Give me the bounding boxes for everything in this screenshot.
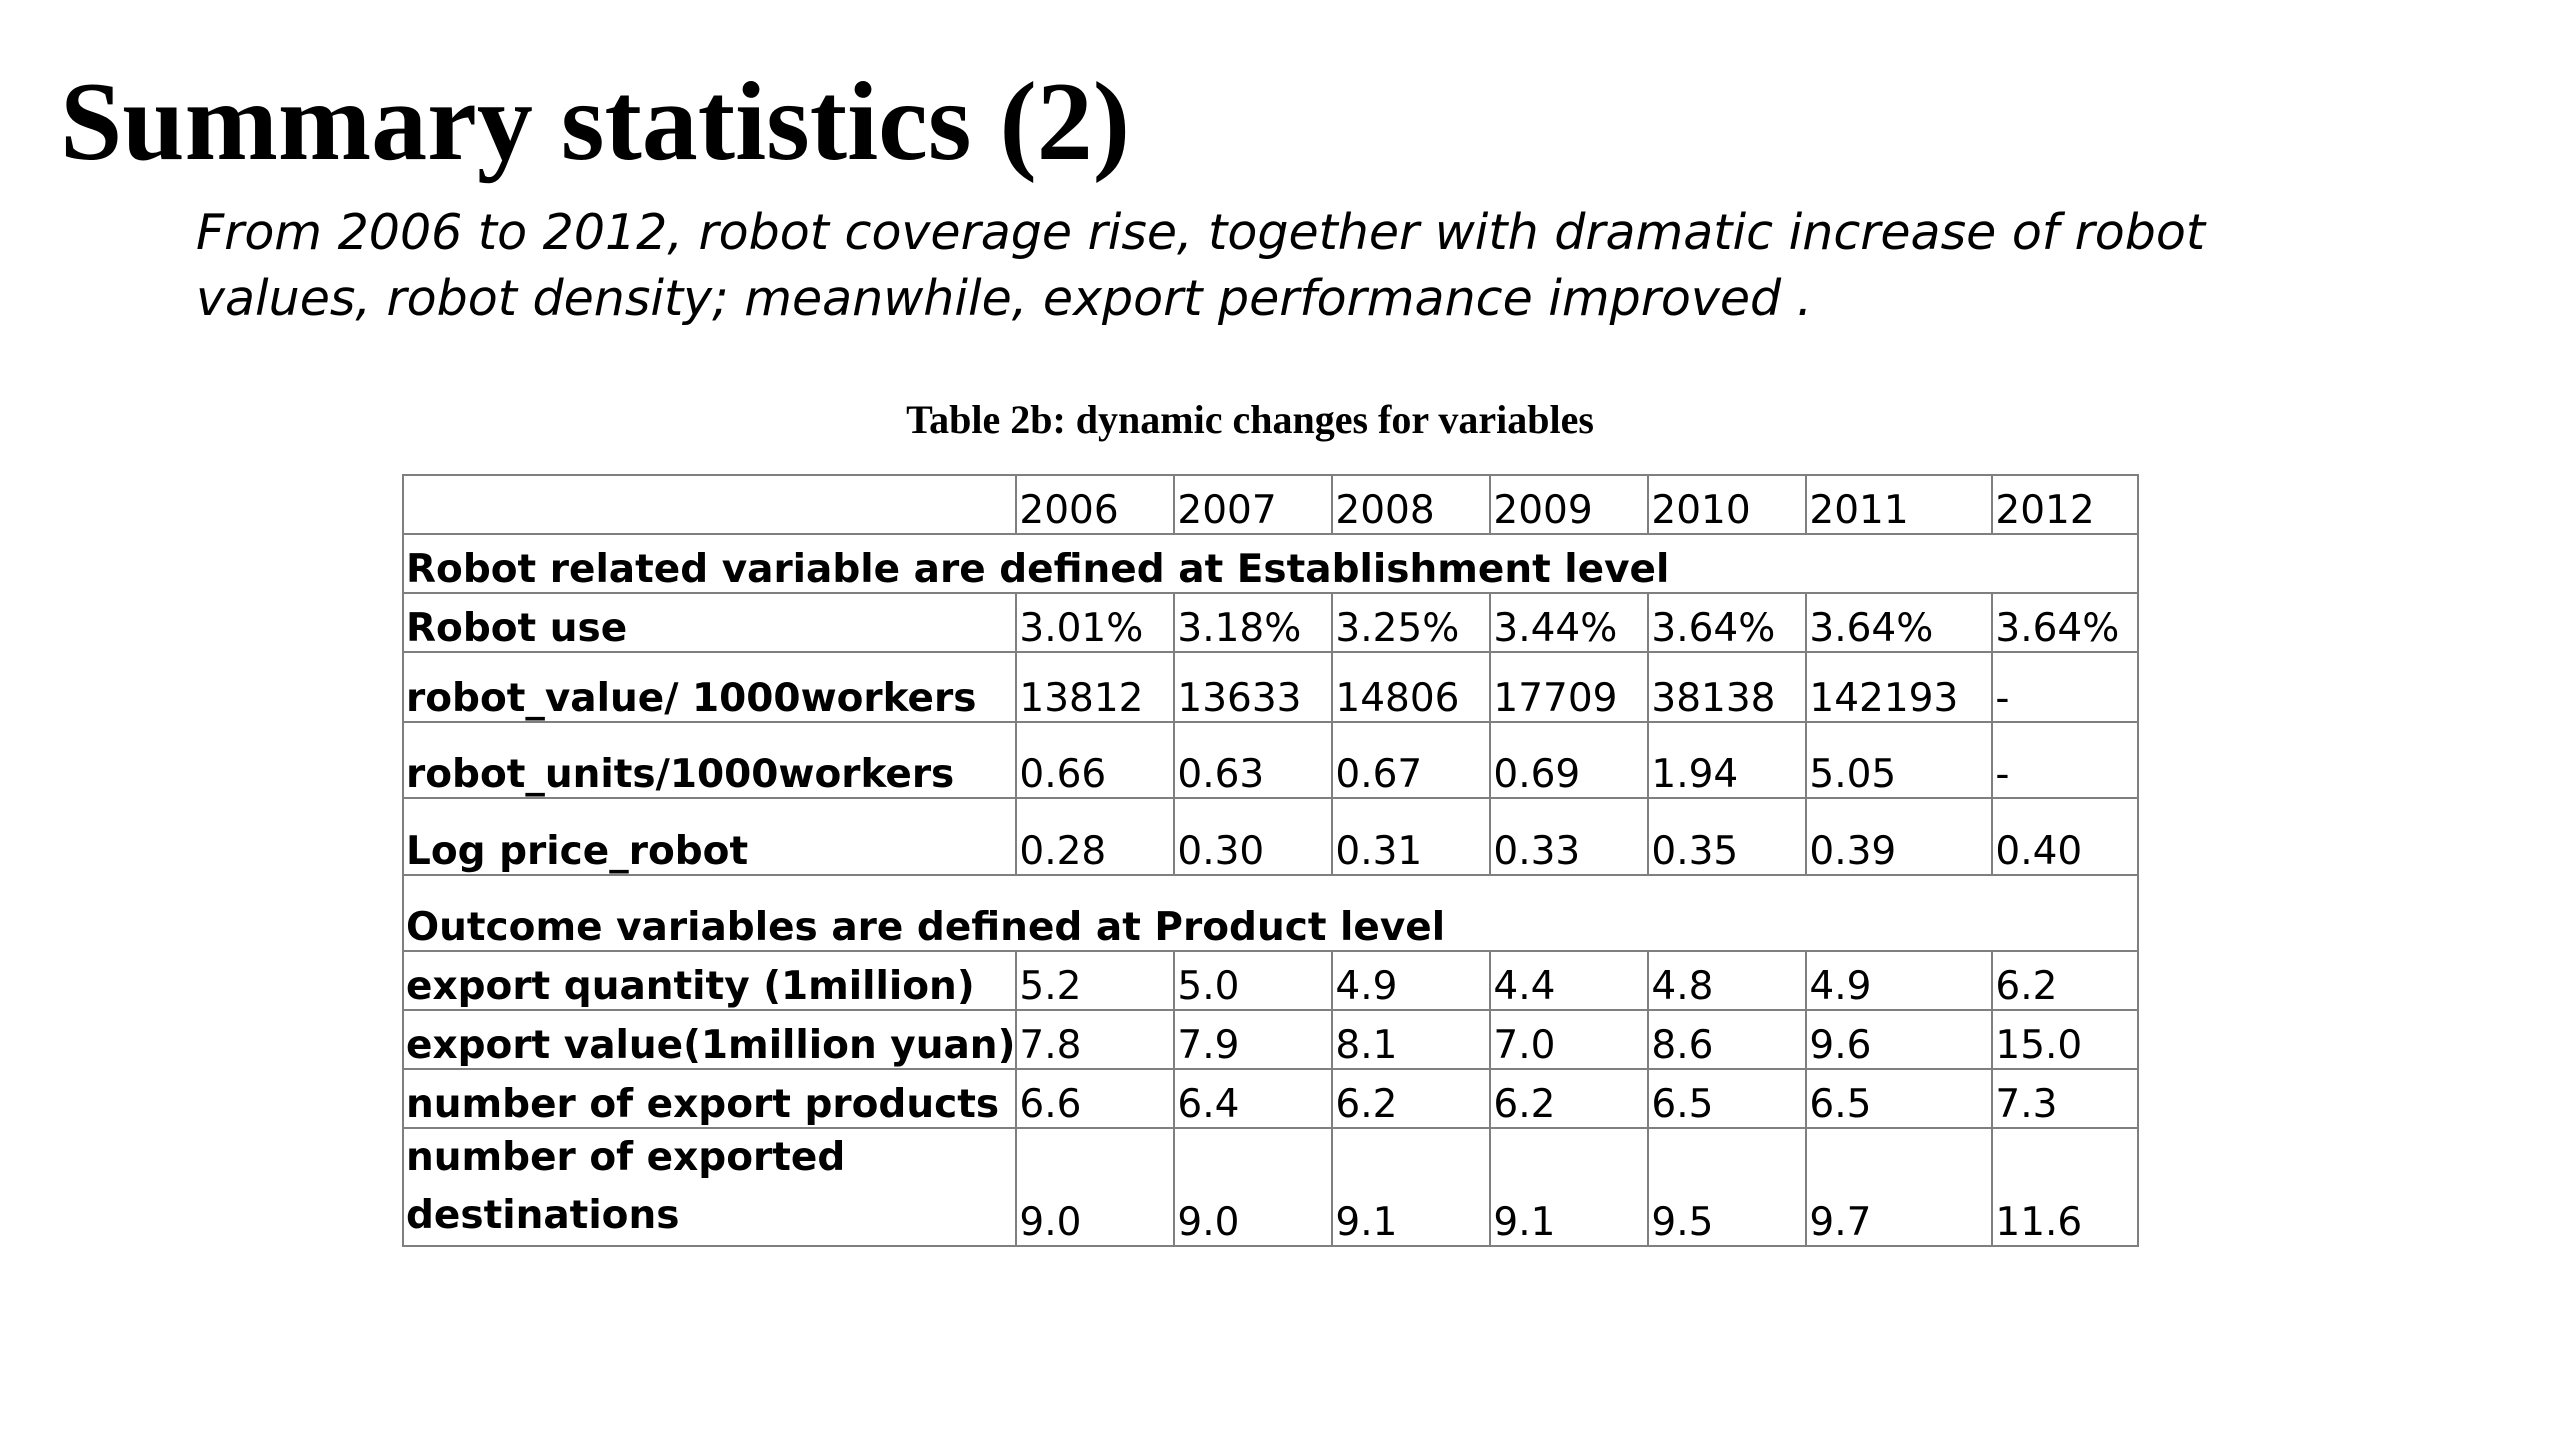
year-header: 2009 — [1489, 474, 1650, 535]
table-cell: 6.5 — [1647, 1068, 1808, 1129]
table-cell: 6.4 — [1173, 1068, 1334, 1129]
subtitle: From 2006 to 2012, robot coverage rise, … — [196, 200, 2396, 332]
year-header: 2010 — [1647, 474, 1808, 535]
year-header: 2007 — [1173, 474, 1334, 535]
table-cell: 7.8 — [1015, 1009, 1176, 1070]
table-cell: 5.2 — [1015, 950, 1176, 1011]
table-cell: 9.1 — [1331, 1127, 1492, 1247]
table-row-robot-value: robot_value/ 1000workers 13812 13633 148… — [401, 651, 2140, 723]
table-cell: 9.0 — [1173, 1127, 1334, 1247]
section-heading-robot: Robot related variable are defined at Es… — [401, 533, 2140, 594]
table-cell: 15.0 — [1991, 1009, 2140, 1070]
table-cell: 3.64% — [1647, 592, 1808, 653]
table-cell: 14806 — [1331, 651, 1492, 723]
section-row-outcome: Outcome variables are defined at Product… — [401, 874, 2140, 952]
table-row-export-destinations: number of exported destinations 9.0 9.0 … — [401, 1127, 2140, 1247]
table-cell: 13633 — [1173, 651, 1334, 723]
table-cell: 3.44% — [1489, 592, 1650, 653]
subtitle-line-2: values, robot density; meanwhile, export… — [196, 270, 1813, 327]
row-label: Log price_robot — [401, 797, 1018, 876]
row-label: Robot use — [401, 592, 1018, 653]
year-header: 2012 — [1991, 474, 2140, 535]
subtitle-line-1: From 2006 to 2012, robot coverage rise, … — [196, 204, 2206, 261]
table-caption: Table 2b: dynamic changes for variables — [906, 397, 1594, 442]
table-cell: 13812 — [1015, 651, 1176, 723]
table-cell: 0.30 — [1173, 797, 1334, 876]
table-row-export-quantity: export quantity (1million) 5.2 5.0 4.9 4… — [401, 950, 2140, 1011]
table-header-row: 2006 2007 2008 2009 2010 2011 2012 — [401, 474, 2140, 535]
table-cell: 6.5 — [1805, 1068, 1994, 1129]
table-cell: 8.6 — [1647, 1009, 1808, 1070]
table-cell: 3.01% — [1015, 592, 1176, 653]
table-cell: 0.63 — [1173, 721, 1334, 799]
table-row-robot-units: robot_units/1000workers 0.66 0.63 0.67 0… — [401, 721, 2140, 799]
table-cell: 17709 — [1489, 651, 1650, 723]
table-cell: 6.2 — [1991, 950, 2140, 1011]
summary-statistics-table: 2006 2007 2008 2009 2010 2011 2012 Robot… — [401, 474, 2140, 1247]
row-label: robot_units/1000workers — [401, 721, 1018, 799]
table-row-log-price: Log price_robot 0.28 0.30 0.31 0.33 0.35… — [401, 797, 2140, 876]
table-cell: 142193 — [1805, 651, 1994, 723]
section-heading-outcome: Outcome variables are defined at Product… — [401, 874, 2140, 952]
table-cell: 5.05 — [1805, 721, 1994, 799]
table-cell: 7.0 — [1489, 1009, 1650, 1070]
table-cell: 7.9 — [1173, 1009, 1334, 1070]
table-cell: 1.94 — [1647, 721, 1808, 799]
section-row-robot: Robot related variable are defined at Es… — [401, 533, 2140, 594]
table-cell: 9.7 — [1805, 1127, 1994, 1247]
table-cell: 9.6 — [1805, 1009, 1994, 1070]
table-cell: 6.6 — [1015, 1068, 1176, 1129]
table-cell: 0.31 — [1331, 797, 1492, 876]
table-cell: 3.64% — [1805, 592, 1994, 653]
table-cell: 0.39 — [1805, 797, 1994, 876]
table-cell: 9.5 — [1647, 1127, 1808, 1247]
slide-title: Summary statistics (2) — [60, 60, 1131, 184]
table-cell: 9.1 — [1489, 1127, 1650, 1247]
header-empty-cell — [401, 474, 1018, 535]
table-cell: 0.66 — [1015, 721, 1176, 799]
table-cell: 4.4 — [1489, 950, 1650, 1011]
year-header: 2006 — [1015, 474, 1176, 535]
row-label: export value(1million yuan) — [401, 1009, 1018, 1070]
table-cell: 0.67 — [1331, 721, 1492, 799]
table-cell: 8.1 — [1331, 1009, 1492, 1070]
row-label: number of exported destinations — [401, 1127, 1018, 1247]
row-label: robot_value/ 1000workers — [401, 651, 1018, 723]
table-cell: 3.64% — [1991, 592, 2140, 653]
table-cell: 4.9 — [1805, 950, 1994, 1011]
table-cell: 0.69 — [1489, 721, 1650, 799]
year-header: 2008 — [1331, 474, 1492, 535]
table-row-export-products: number of export products 6.6 6.4 6.2 6.… — [401, 1068, 2140, 1129]
table-cell: - — [1991, 651, 2140, 723]
table-cell: - — [1991, 721, 2140, 799]
row-label: number of export products — [401, 1068, 1018, 1129]
table-row-robot-use: Robot use 3.01% 3.18% 3.25% 3.44% 3.64% … — [401, 592, 2140, 653]
table-cell: 0.33 — [1489, 797, 1650, 876]
row-label: export quantity (1million) — [401, 950, 1018, 1011]
table-row-export-value: export value(1million yuan) 7.8 7.9 8.1 … — [401, 1009, 2140, 1070]
table-cell: 4.9 — [1331, 950, 1492, 1011]
table-cell: 38138 — [1647, 651, 1808, 723]
table-cell: 6.2 — [1489, 1068, 1650, 1129]
table-cell: 11.6 — [1991, 1127, 2140, 1247]
table-cell: 3.18% — [1173, 592, 1334, 653]
table-cell: 5.0 — [1173, 950, 1334, 1011]
table-cell: 0.28 — [1015, 797, 1176, 876]
table-cell: 7.3 — [1991, 1068, 2140, 1129]
table-cell: 0.35 — [1647, 797, 1808, 876]
table-cell: 3.25% — [1331, 592, 1492, 653]
table-cell: 0.40 — [1991, 797, 2140, 876]
table-cell: 9.0 — [1015, 1127, 1176, 1247]
table-cell: 4.8 — [1647, 950, 1808, 1011]
table-cell: 6.2 — [1331, 1068, 1492, 1129]
year-header: 2011 — [1805, 474, 1994, 535]
